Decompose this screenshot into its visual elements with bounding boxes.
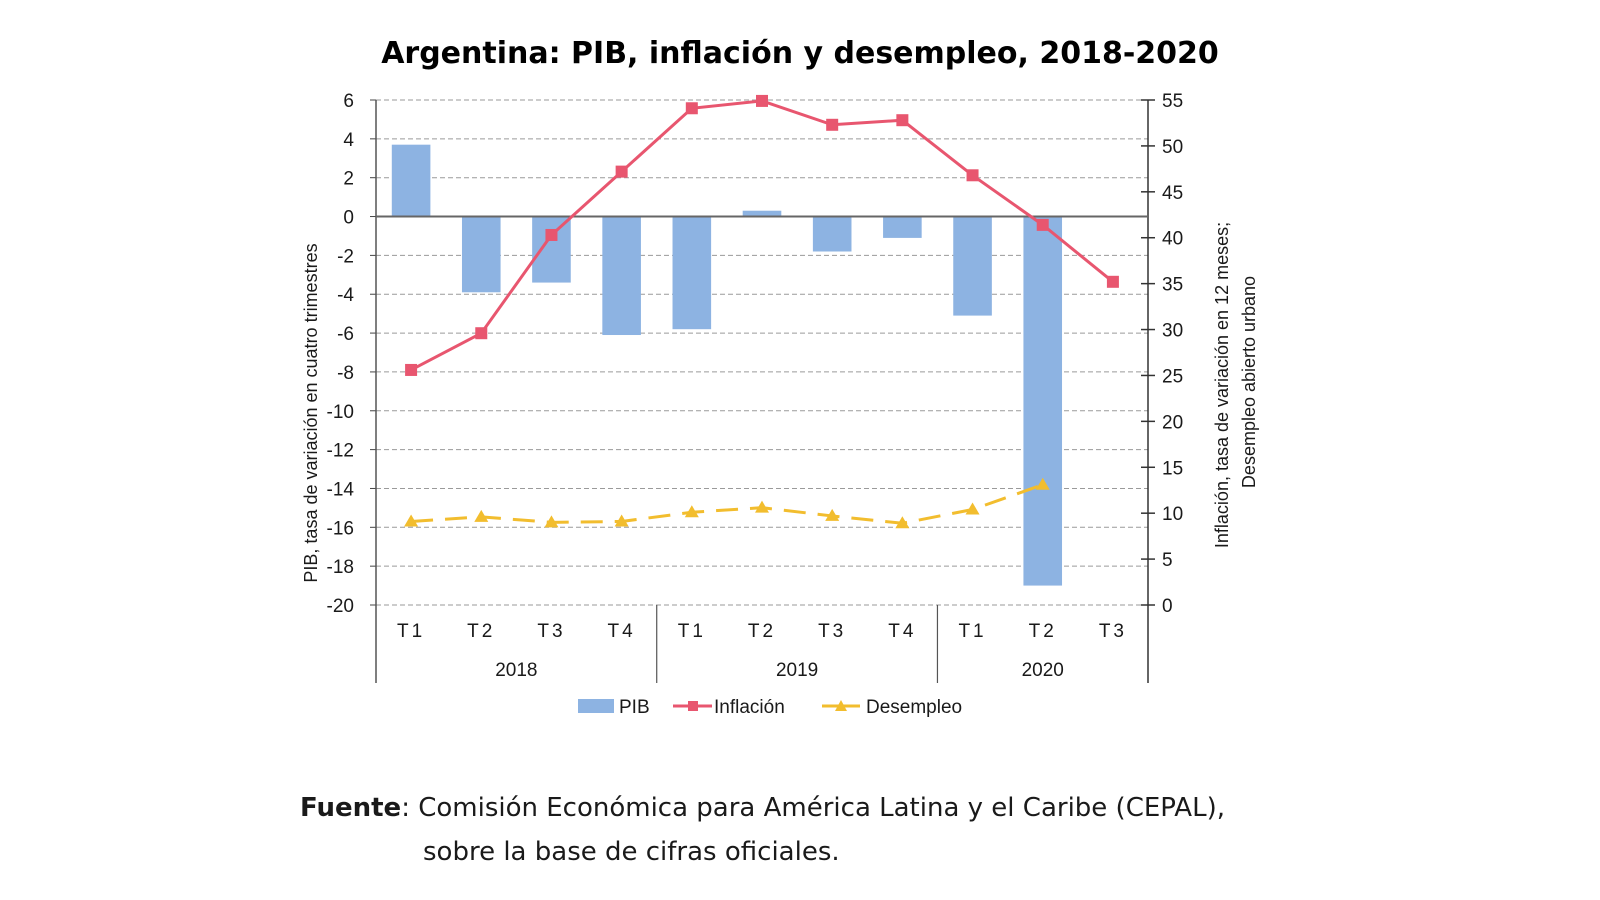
legend-desempleo-marker bbox=[835, 700, 847, 711]
y-left-tick-label: 6 bbox=[343, 91, 354, 112]
inflacion-marker bbox=[475, 327, 488, 340]
inflacion-marker bbox=[896, 114, 909, 127]
desempleo-marker bbox=[684, 505, 699, 518]
y-right-tick-label: 50 bbox=[1162, 137, 1183, 158]
pib-bar bbox=[672, 216, 712, 330]
y-right-tick-label: 10 bbox=[1162, 504, 1183, 525]
pib-bar bbox=[602, 216, 641, 336]
x-group-label: 2019 bbox=[776, 660, 818, 681]
x-tick-label: T2 bbox=[1029, 621, 1057, 642]
series-lines bbox=[404, 94, 1119, 529]
x-tick-label: T2 bbox=[748, 621, 776, 642]
y-right-tick-label: 30 bbox=[1162, 321, 1183, 342]
inflacion-marker bbox=[826, 118, 839, 131]
x-tick-label: T3 bbox=[818, 621, 846, 642]
desempleo-marker bbox=[474, 509, 489, 522]
y-left-label: PIB, tasa de variación en cuatro trimest… bbox=[301, 243, 321, 582]
source-note: Fuente: Comisión Económica para América … bbox=[300, 786, 1225, 874]
inflacion-marker bbox=[966, 169, 979, 182]
desempleo-marker bbox=[825, 508, 840, 521]
y-right-label-line2: Desempleo abierto urbano bbox=[1239, 276, 1259, 488]
y-right-tick-label: 35 bbox=[1162, 275, 1183, 296]
y-right-tick-label: 55 bbox=[1162, 91, 1183, 112]
x-tick-label: T3 bbox=[1099, 621, 1127, 642]
chart-title: Argentina: PIB, inflación y desempleo, 2… bbox=[381, 36, 1219, 71]
y-right-tick-label: 15 bbox=[1162, 458, 1183, 479]
tick-labels: 6420-2-4-6-8-10-12-14-16-18-205550454035… bbox=[327, 91, 1184, 681]
y-left-tick-label: -16 bbox=[327, 518, 354, 539]
y-right-tick-label: 5 bbox=[1162, 550, 1173, 571]
legend: PIB Inflación Desempleo bbox=[578, 697, 962, 718]
legend-inflacion-marker bbox=[688, 701, 698, 711]
inflacion-marker bbox=[405, 363, 418, 376]
series-line-desempleo bbox=[410, 483, 1044, 525]
pib-bar bbox=[953, 216, 992, 316]
y-left-tick-label: -12 bbox=[327, 441, 354, 462]
y-right-label-line1: Inflación, tasa de variación en 12 meses… bbox=[1212, 222, 1232, 548]
pib-bar bbox=[391, 144, 431, 217]
x-tick-label: T1 bbox=[397, 621, 425, 642]
source-line1: : Comisión Económica para América Latina… bbox=[401, 793, 1225, 823]
pib-bar bbox=[1023, 216, 1063, 586]
y-left-tick-label: -20 bbox=[327, 596, 354, 617]
desempleo-marker bbox=[544, 515, 559, 528]
y-right-tick-label: 25 bbox=[1162, 366, 1183, 387]
desempleo-marker bbox=[965, 502, 980, 515]
y-left-tick-label: -4 bbox=[337, 285, 354, 306]
desempleo-marker bbox=[404, 514, 419, 527]
y-left-tick-label: 2 bbox=[343, 169, 354, 190]
y-left-tick-label: -10 bbox=[327, 402, 354, 423]
x-tick-label: T2 bbox=[467, 621, 495, 642]
y-right-tick-label: 20 bbox=[1162, 412, 1183, 433]
y-left-tick-label: -6 bbox=[337, 324, 354, 345]
axes bbox=[370, 99, 1155, 683]
source-label: Fuente bbox=[300, 793, 402, 823]
y-right-tick-label: 0 bbox=[1162, 596, 1173, 617]
inflacion-marker bbox=[615, 165, 628, 178]
x-tick-label: T4 bbox=[888, 621, 916, 642]
inflacion-marker bbox=[545, 228, 558, 241]
inflacion-marker bbox=[756, 94, 768, 107]
pib-bar bbox=[742, 210, 782, 217]
legend-desempleo-label: Desempleo bbox=[866, 697, 962, 718]
y-left-tick-label: 0 bbox=[343, 208, 354, 229]
x-tick-label: T1 bbox=[678, 621, 706, 642]
pib-bar bbox=[883, 216, 922, 238]
series-line-inflacin bbox=[410, 99, 1114, 372]
x-tick-label: T3 bbox=[537, 621, 565, 642]
legend-inflacion-label: Inflación bbox=[714, 697, 785, 718]
y-left-tick-label: -8 bbox=[337, 363, 354, 384]
y-left-tick-label: 4 bbox=[343, 130, 354, 151]
y-left-tick-label: -2 bbox=[337, 246, 354, 267]
x-tick-label: T1 bbox=[958, 621, 986, 642]
pib-bar bbox=[812, 216, 852, 252]
legend-pib-swatch bbox=[578, 699, 614, 713]
inflacion-marker bbox=[1036, 218, 1049, 231]
source-line2: sobre la base de cifras oficiales. bbox=[423, 837, 840, 867]
x-group-label: 2018 bbox=[495, 660, 537, 681]
y-left-tick-label: -18 bbox=[327, 557, 354, 578]
desempleo-marker bbox=[755, 500, 769, 513]
y-right-tick-label: 45 bbox=[1162, 183, 1183, 204]
pib-bars bbox=[391, 144, 1063, 586]
pib-bar bbox=[461, 216, 501, 293]
pib-bar bbox=[532, 216, 571, 283]
x-group-label: 2020 bbox=[1022, 660, 1064, 681]
x-tick-label: T4 bbox=[608, 621, 636, 642]
inflacion-marker bbox=[685, 102, 698, 115]
legend-pib-label: PIB bbox=[619, 697, 650, 718]
desempleo-marker bbox=[614, 514, 629, 527]
y-right-tick-label: 40 bbox=[1162, 229, 1183, 250]
y-left-tick-label: -14 bbox=[327, 479, 355, 500]
gridlines bbox=[376, 99, 1148, 606]
desempleo-marker bbox=[1035, 477, 1050, 490]
inflacion-marker bbox=[1106, 275, 1119, 288]
desempleo-marker bbox=[895, 516, 910, 529]
